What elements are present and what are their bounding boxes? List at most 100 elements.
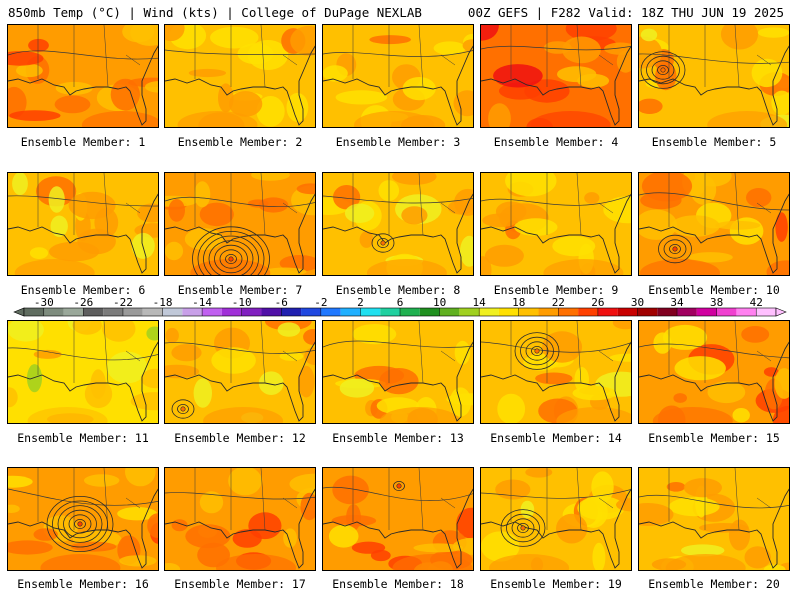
coastline <box>165 341 315 422</box>
temp-patch <box>137 203 158 223</box>
temp-patch <box>746 188 772 208</box>
temp-patch <box>332 475 369 505</box>
isoline <box>323 195 473 204</box>
temp-patch <box>728 519 751 551</box>
coastline <box>639 193 789 274</box>
temp-patch <box>199 202 234 227</box>
temp-patch <box>556 513 588 544</box>
state-borders <box>510 468 614 531</box>
temp-patch <box>289 473 315 495</box>
isoline <box>481 341 631 353</box>
temp-patch <box>413 543 463 553</box>
colorbar-swatch <box>637 308 658 316</box>
isoline <box>481 194 631 206</box>
coastline <box>481 45 631 126</box>
temperature-colorbar: -30 -26 -22 -18 -14 -10 -6 -2 2 6 10 14 18 22 26 30 34 38… <box>0 296 800 320</box>
temp-patch <box>751 58 783 88</box>
temp-patch <box>165 327 179 344</box>
temp-patch <box>741 326 770 343</box>
colorbar-tick-label: 14 <box>473 296 487 309</box>
temp-patch <box>29 247 49 259</box>
temp-patch <box>774 368 789 399</box>
temp-patch <box>488 103 511 127</box>
temp-patch <box>392 173 437 185</box>
low-pressure-contour <box>225 254 237 265</box>
temp-patch <box>557 66 597 83</box>
colorbar-swatch <box>340 308 361 316</box>
temp-patch <box>185 524 231 549</box>
temp-patch <box>772 405 789 423</box>
temp-patch <box>12 173 28 196</box>
low-pressure-contour <box>663 239 687 259</box>
low-pressure-contour <box>46 495 114 553</box>
temp-patch <box>662 324 708 350</box>
temp-patch <box>237 43 274 65</box>
coastline <box>8 45 158 126</box>
low-pressure-contour <box>57 505 103 543</box>
temp-patch <box>744 546 771 569</box>
model-run-valid-time: 00Z GEFS | F282 Valid: 18Z THU JUN 19 20… <box>467 5 784 20</box>
ensemble-member-panel-20 <box>638 467 790 571</box>
temp-patch <box>70 541 117 552</box>
isoline <box>165 342 315 354</box>
ensemble-member-panel-4 <box>480 24 632 128</box>
low-pressure-contour <box>511 518 535 538</box>
temperature-map-1 <box>8 25 158 127</box>
temp-patch <box>462 39 473 52</box>
colorbar-tick-label: -22 <box>113 296 133 309</box>
ensemble-member-label: Ensemble Member: 5 <box>651 135 777 149</box>
coastline <box>165 193 315 274</box>
temp-patch <box>50 215 68 237</box>
colorbar-tick-label: 22 <box>552 296 565 309</box>
temp-patch <box>639 209 678 240</box>
temp-patch <box>55 81 93 95</box>
temp-patch <box>354 111 434 127</box>
isoline <box>639 192 789 211</box>
temp-patch <box>591 471 614 503</box>
coastline <box>323 341 473 422</box>
temp-patch <box>125 468 156 487</box>
temp-patch <box>524 79 570 103</box>
temp-patch <box>707 111 788 127</box>
state-borders <box>510 25 614 88</box>
temp-patch <box>279 351 304 361</box>
colorbar-swatch <box>558 308 579 316</box>
temp-patch <box>117 507 157 521</box>
state-borders <box>194 173 298 236</box>
temp-patch <box>171 344 202 362</box>
state-borders <box>37 25 141 88</box>
state-borders <box>194 25 298 88</box>
temp-patch <box>286 92 309 122</box>
colorbar-tick-label: 38 <box>710 296 723 309</box>
colorbar-swatch <box>182 308 203 316</box>
temp-patch <box>168 199 185 222</box>
temp-patch <box>16 63 43 78</box>
ensemble-member-panel-12 <box>164 320 316 424</box>
colorbar-swatch <box>538 308 559 316</box>
temp-patch <box>165 563 181 570</box>
ensemble-member-panel-15 <box>638 320 790 424</box>
state-borders <box>352 25 456 88</box>
colorbar-swatch <box>221 308 242 316</box>
low-pressure-contour <box>377 238 389 249</box>
colorbar-over-arrow <box>775 307 787 317</box>
colorbar-swatch <box>716 308 737 316</box>
ensemble-member-label: Ensemble Member: 12 <box>174 431 306 445</box>
coastline <box>323 45 473 126</box>
low-center-marker <box>672 246 678 252</box>
temp-patch <box>584 192 600 204</box>
temp-patch <box>333 185 361 210</box>
low-pressure-contour <box>520 336 554 366</box>
low-center-marker <box>77 521 83 527</box>
temp-patch <box>8 540 53 555</box>
colorbar-tick-label: 18 <box>512 296 525 309</box>
low-pressure-contour <box>506 513 540 543</box>
ensemble-member-label: Ensemble Member: 14 <box>490 431 622 445</box>
colorbar-swatch <box>301 308 321 316</box>
state-borders <box>194 321 298 384</box>
temp-patch <box>673 393 687 403</box>
isoline <box>639 494 789 509</box>
temp-patch <box>210 26 259 49</box>
colorbar-swatch <box>677 308 697 316</box>
colorbar-tick-label: 6 <box>397 296 404 309</box>
